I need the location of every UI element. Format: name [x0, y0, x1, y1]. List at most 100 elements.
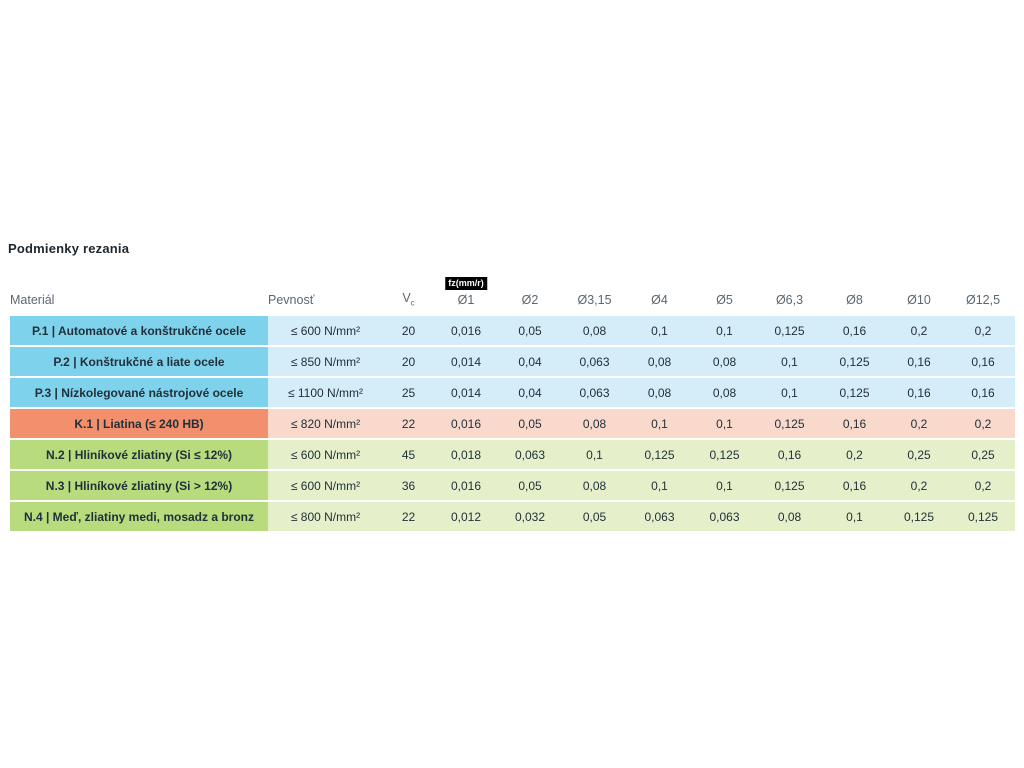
fz-cell: 0,25 [887, 439, 951, 471]
fz-cell: 0,1 [692, 316, 757, 347]
column-header-d9: Ø12,5 [951, 260, 1015, 316]
fz-cell: 0,16 [887, 346, 951, 378]
fz-cell: 0,08 [757, 501, 822, 533]
fz-cell: 0,05 [498, 470, 562, 502]
column-header-d5: Ø5 [692, 260, 757, 316]
fz-cell: 0,125 [757, 316, 822, 347]
fz-cell: 0,2 [951, 408, 1015, 440]
fz-cell: 0,125 [822, 377, 887, 409]
material-cell: N.3 | Hliníkové zliatiny (Si > 12%) [10, 470, 268, 502]
page-title: Podmienky rezania [8, 241, 130, 256]
fz-cell: 0,125 [757, 470, 822, 502]
fz-cell: 0,05 [498, 408, 562, 440]
material-cell: K.1 | Liatina (≤ 240 HB) [10, 408, 268, 440]
column-header-pevnost: Pevnosť [268, 260, 383, 316]
fz-cell: 0,16 [757, 439, 822, 471]
fz-cell: 0,014 [434, 346, 498, 378]
fz-cell: 0,125 [822, 346, 887, 378]
fz-cell: 0,018 [434, 439, 498, 471]
table-row: P.2 | Konštrukčné a liate ocele ≤ 850 N/… [10, 346, 1015, 378]
vc-subscript: c [410, 298, 415, 307]
fz-cell: 0,1 [627, 408, 692, 440]
fz-cell: 0,016 [434, 316, 498, 347]
fz-cell: 0,125 [757, 408, 822, 440]
fz-cell: 0,063 [498, 439, 562, 471]
vc-symbol: V [402, 290, 411, 305]
fz-cell: 0,16 [951, 377, 1015, 409]
material-cell: N.2 | Hliníkové zliatiny (Si ≤ 12%) [10, 439, 268, 471]
table-row: K.1 | Liatina (≤ 240 HB) ≤ 820 N/mm² 22 … [10, 408, 1015, 440]
fz-cell: 0,063 [562, 377, 627, 409]
fz-cell: 0,063 [562, 346, 627, 378]
fz-cell: 0,032 [498, 501, 562, 533]
column-header-d1: fz(mm/r) Ø1 [434, 260, 498, 316]
fz-cell: 0,05 [498, 316, 562, 347]
column-header-d3: Ø3,15 [562, 260, 627, 316]
fz-cell: 0,063 [627, 501, 692, 533]
fz-cell: 0,125 [951, 501, 1015, 533]
fz-cell: 0,05 [562, 501, 627, 533]
fz-cell: 0,08 [692, 377, 757, 409]
pevnost-cell: ≤ 850 N/mm² [268, 346, 383, 378]
table-header-row: Materiál Pevnosť Vc fz(mm/r) Ø1 Ø2 Ø3,15… [10, 260, 1015, 316]
vc-cell: 25 [383, 377, 434, 409]
table-row: N.2 | Hliníkové zliatiny (Si ≤ 12%) ≤ 60… [10, 439, 1015, 471]
vc-cell: 20 [383, 316, 434, 347]
fz-cell: 0,016 [434, 470, 498, 502]
fz-cell: 0,063 [692, 501, 757, 533]
column-header-d4: Ø4 [627, 260, 692, 316]
material-cell: P.2 | Konštrukčné a liate ocele [10, 346, 268, 378]
fz-cell: 0,125 [692, 439, 757, 471]
fz-cell: 0,04 [498, 346, 562, 378]
fz-cell: 0,1 [822, 501, 887, 533]
material-cell: P.3 | Nízkolegované nástrojové ocele [10, 377, 268, 409]
material-cell: N.4 | Meď, zliatiny medi, mosadz a bronz [10, 501, 268, 533]
fz-cell: 0,012 [434, 501, 498, 533]
fz-cell: 0,16 [951, 346, 1015, 378]
fz-cell: 0,08 [562, 316, 627, 347]
table-row: N.4 | Meď, zliatiny medi, mosadz a bronz… [10, 501, 1015, 533]
fz-cell: 0,16 [822, 316, 887, 347]
pevnost-cell: ≤ 800 N/mm² [268, 501, 383, 533]
fz-cell: 0,2 [951, 316, 1015, 347]
fz-cell: 0,16 [822, 408, 887, 440]
vc-cell: 45 [383, 439, 434, 471]
column-header-d8: Ø10 [887, 260, 951, 316]
fz-cell: 0,016 [434, 408, 498, 440]
diameter-label: Ø1 [457, 293, 475, 307]
fz-cell: 0,08 [627, 346, 692, 378]
fz-cell: 0,08 [692, 346, 757, 378]
pevnost-cell: ≤ 820 N/mm² [268, 408, 383, 440]
fz-cell: 0,1 [627, 470, 692, 502]
table-row: P.1 | Automatové a konštrukčné ocele ≤ 6… [10, 316, 1015, 347]
fz-cell: 0,08 [627, 377, 692, 409]
vc-cell: 22 [383, 408, 434, 440]
table-row: P.3 | Nízkolegované nástrojové ocele ≤ 1… [10, 377, 1015, 409]
column-header-d6: Ø6,3 [757, 260, 822, 316]
fz-cell: 0,1 [692, 408, 757, 440]
fz-cell: 0,08 [562, 470, 627, 502]
vc-cell: 20 [383, 346, 434, 378]
column-header-d7: Ø8 [822, 260, 887, 316]
pevnost-cell: ≤ 1100 N/mm² [268, 377, 383, 409]
fz-cell: 0,04 [498, 377, 562, 409]
fz-cell: 0,1 [562, 439, 627, 471]
fz-cell: 0,2 [951, 470, 1015, 502]
fz-cell: 0,08 [562, 408, 627, 440]
column-header-d2: Ø2 [498, 260, 562, 316]
fz-cell: 0,2 [887, 408, 951, 440]
column-header-material: Materiál [10, 260, 268, 316]
pevnost-cell: ≤ 600 N/mm² [268, 439, 383, 471]
fz-cell: 0,25 [951, 439, 1015, 471]
pevnost-cell: ≤ 600 N/mm² [268, 470, 383, 502]
fz-cell: 0,1 [627, 316, 692, 347]
fz-cell: 0,2 [887, 470, 951, 502]
fz-cell: 0,16 [822, 470, 887, 502]
fz-cell: 0,1 [757, 346, 822, 378]
vc-cell: 22 [383, 501, 434, 533]
material-cell: P.1 | Automatové a konštrukčné ocele [10, 316, 268, 347]
vc-cell: 36 [383, 470, 434, 502]
column-header-vc: Vc [383, 260, 434, 316]
fz-cell: 0,2 [822, 439, 887, 471]
